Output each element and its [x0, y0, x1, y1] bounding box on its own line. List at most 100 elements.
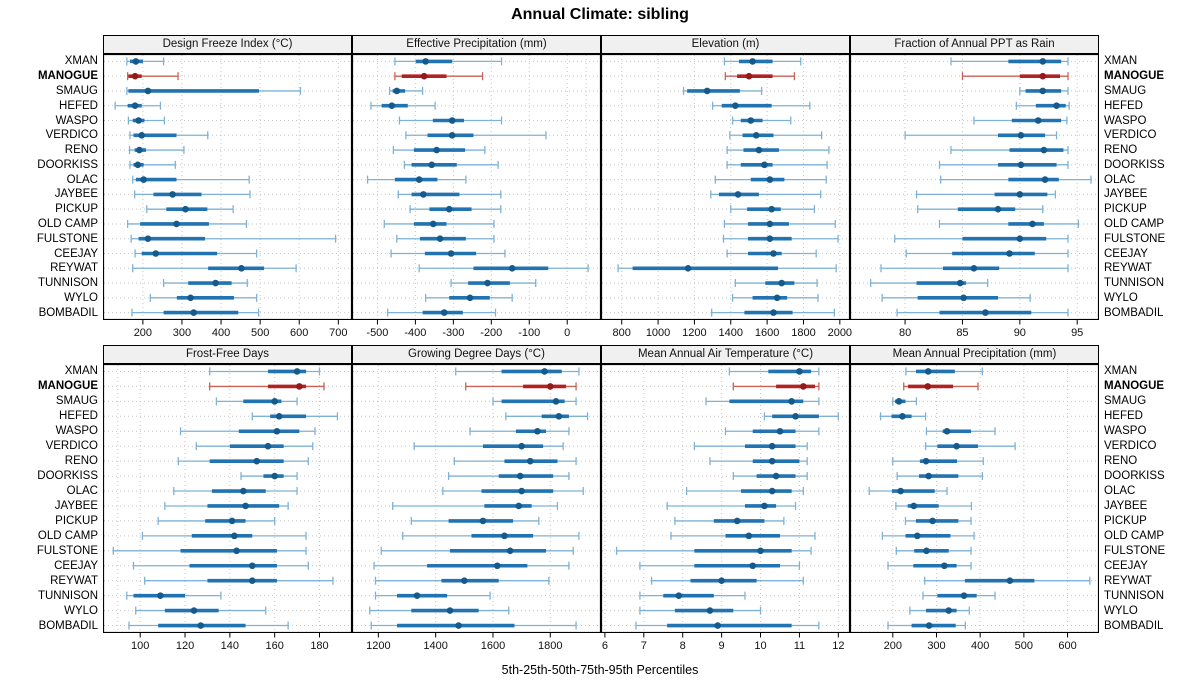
station-label-left-olac: OLAC	[66, 485, 98, 498]
median-dot	[197, 622, 205, 629]
station-label-left-bombadil: BOMBADIL	[38, 306, 98, 319]
median-dot	[152, 250, 160, 257]
median-dot	[136, 146, 143, 154]
median-dot	[212, 279, 219, 287]
axis-tick-label: 300	[927, 640, 945, 652]
axis-tick-label: 85	[956, 327, 968, 339]
median-dot	[1016, 235, 1024, 243]
station-label-right-doorkiss: DOORKISS	[1104, 158, 1165, 171]
median-dot	[773, 294, 781, 302]
median-dot	[187, 294, 194, 302]
median-dot	[541, 368, 548, 375]
median-dot	[943, 427, 951, 435]
station-label-right-waspo: WASPO	[1104, 114, 1147, 127]
axis-tick-label: 200	[134, 327, 152, 339]
median-dot	[240, 487, 247, 495]
median-dot	[293, 368, 301, 375]
median-dot	[233, 547, 240, 555]
station-label-right-hefed: HEFED	[1104, 99, 1143, 112]
median-dot	[413, 592, 421, 599]
median-dot	[157, 592, 164, 599]
panel-border	[850, 364, 1099, 633]
axis-tick-label: 100	[131, 640, 149, 652]
station-label-left-wylo: WYLO	[64, 604, 98, 617]
station-label-left-fulstone: FULSTONE	[36, 232, 98, 245]
station-label-right-hefed: HEFED	[1104, 410, 1143, 423]
median-dot	[436, 235, 444, 243]
median-dot	[1039, 72, 1047, 80]
station-label-right-ceejay: CEEJAY	[1104, 247, 1148, 260]
median-dot	[493, 562, 501, 570]
panel-plot-effective-precipitation-mm	[352, 54, 601, 320]
station-label-right-jaybee: JAYBEE	[1104, 188, 1148, 201]
median-dot	[420, 72, 428, 80]
median-dot	[131, 102, 139, 110]
station-label-right-ceejay: CEEJAY	[1104, 559, 1148, 572]
chart-title: Annual Climate: sibling	[511, 6, 689, 23]
median-dot	[953, 442, 960, 450]
median-dot	[922, 457, 930, 465]
median-dot	[429, 220, 437, 228]
median-dot	[924, 383, 932, 390]
median-dot	[271, 472, 278, 480]
x-axis-fraction-of-annual-ppt-as-rain: 80 85 90 95	[899, 320, 1083, 339]
station-label-left-verdico: VERDICO	[45, 440, 98, 453]
median-dot	[447, 250, 455, 257]
axis-tick-label: 700	[329, 327, 347, 339]
station-label-left-reywat: REYWAT	[50, 262, 98, 275]
median-dot	[555, 413, 563, 420]
median-dot	[776, 427, 784, 435]
median-dot	[792, 413, 799, 420]
panel-plot-mean-annual-air-temperature-c	[601, 364, 850, 633]
panel-header-mean-annual-air-temperature-c: Mean Annual Air Temperature (°C)	[601, 345, 850, 364]
median-dot	[1040, 146, 1048, 154]
median-dot	[271, 398, 278, 405]
station-label-right-pickup: PICKUP	[1104, 514, 1147, 527]
station-label-right-waspo: WASPO	[1104, 425, 1147, 438]
station-label-right-reywat: REYWAT	[1104, 262, 1152, 275]
median-dot	[714, 622, 722, 629]
median-dot	[132, 58, 140, 65]
axis-tick-label: 200	[884, 640, 902, 652]
station-label-left-doorkiss: DOORKISS	[37, 470, 98, 483]
axis-tick-label: 600	[290, 327, 308, 339]
median-dot	[1006, 577, 1014, 584]
axis-tick-label: 1400	[423, 640, 447, 652]
axis-tick-label: 1000	[646, 327, 670, 339]
median-dot	[448, 131, 456, 139]
station-label-left-ceejay: CEEJAY	[54, 247, 98, 260]
median-dot	[923, 547, 930, 555]
axis-tick-label: 160	[265, 640, 283, 652]
x-axis-effective-precipitation-mm: -500 -400 -300 -200 -100 0	[366, 320, 570, 339]
station-label-left-old-camp: OLD CAMP	[37, 217, 98, 230]
axis-tick-label: 80	[899, 327, 911, 339]
median-dot	[534, 427, 541, 435]
median-dot	[778, 279, 785, 287]
median-dot	[925, 472, 932, 480]
median-dot	[910, 502, 918, 510]
median-dot	[770, 309, 777, 316]
axis-tick-label: 1800	[791, 327, 815, 339]
median-dot	[956, 279, 964, 287]
station-label-right-verdico: VERDICO	[1104, 440, 1157, 453]
axis-tick-label: -400	[404, 327, 426, 339]
station-label-left-manogue: MANOGUE	[37, 70, 98, 83]
axis-tick-label: -500	[366, 327, 388, 339]
median-dot	[684, 264, 692, 272]
median-dot	[448, 117, 456, 124]
median-dot	[1016, 191, 1024, 198]
median-dot	[1017, 131, 1025, 139]
median-dot	[420, 191, 427, 198]
median-dot	[745, 532, 753, 540]
axis-tick-label: 140	[221, 640, 239, 652]
station-label-left-ceejay: CEEJAY	[54, 559, 98, 572]
station-label-right-tunnison: TUNNISON	[1104, 589, 1165, 602]
median-dot	[706, 607, 714, 614]
x-axis-mean-annual-air-temperature-c: 6 7 8 9 10 11 12	[602, 633, 844, 652]
station-label-left-jaybee: JAYBEE	[54, 188, 98, 201]
median-dot	[768, 487, 776, 495]
percentile-caption: 5th-25th-50th-75th-95th Percentiles	[501, 663, 699, 677]
panel-border	[103, 54, 352, 320]
station-label-left-bombadil: BOMBADIL	[38, 619, 98, 632]
